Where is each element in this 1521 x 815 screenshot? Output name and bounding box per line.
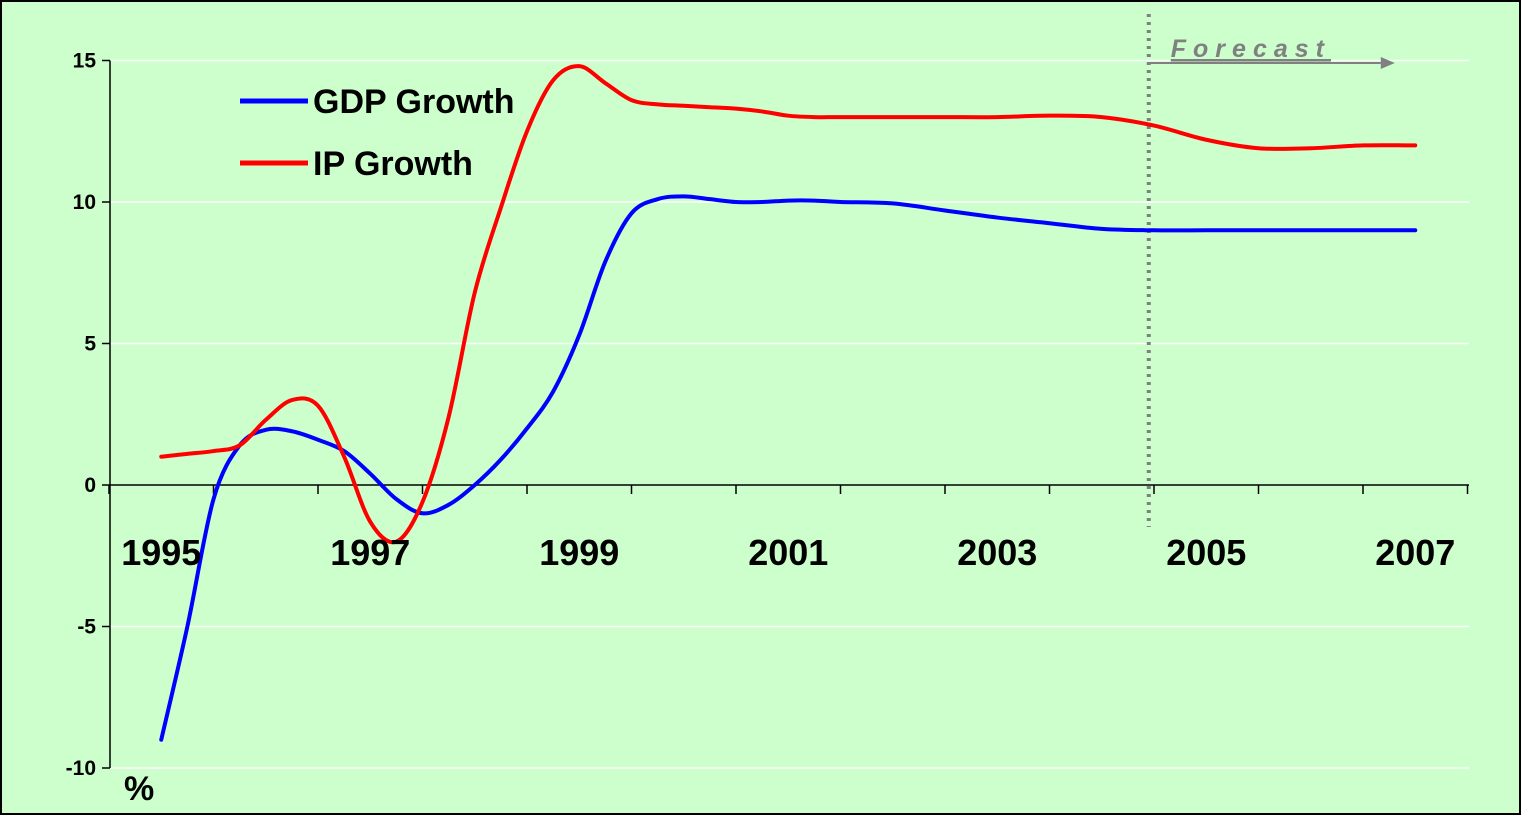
ip-growth-line — [159, 64, 1418, 545]
x-tick-label: 1997 — [330, 532, 410, 573]
x-tick-label: 2003 — [957, 532, 1037, 573]
gdp-growth-line — [159, 194, 1418, 742]
forecast-label: Forecast — [1171, 35, 1331, 63]
tick-labels: -10 -5 0 5 10 15 1995 1997 1999 2001 2003 2005 2007 — [66, 50, 1456, 781]
legend: GDP Growth IP Growth — [240, 83, 515, 183]
y-tick-label: 10 — [73, 191, 96, 214]
x-tick-label: 1995 — [121, 532, 201, 573]
gridlines — [110, 59, 1469, 769]
y-tick-label: 15 — [73, 50, 97, 73]
forecast-marker: Forecast — [1146, 14, 1395, 527]
legend-label-gdp-growth: GDP Growth — [313, 83, 515, 121]
x-tick-label: 1999 — [539, 532, 619, 573]
x-tick-label: 2001 — [748, 532, 828, 573]
x-tick-label: 2007 — [1375, 532, 1455, 573]
axes — [102, 59, 1469, 769]
x-tick-label: 2005 — [1166, 532, 1246, 573]
y-tick-label: 0 — [84, 474, 96, 497]
y-tick-label: 5 — [84, 333, 96, 356]
series-lines — [159, 64, 1418, 742]
y-unit-label: % — [124, 770, 154, 808]
y-tick-label: -10 — [66, 757, 96, 780]
legend-label-ip-growth: IP Growth — [313, 145, 473, 183]
forecast-arrow-head — [1380, 57, 1395, 69]
y-tick-label: -5 — [77, 616, 96, 639]
